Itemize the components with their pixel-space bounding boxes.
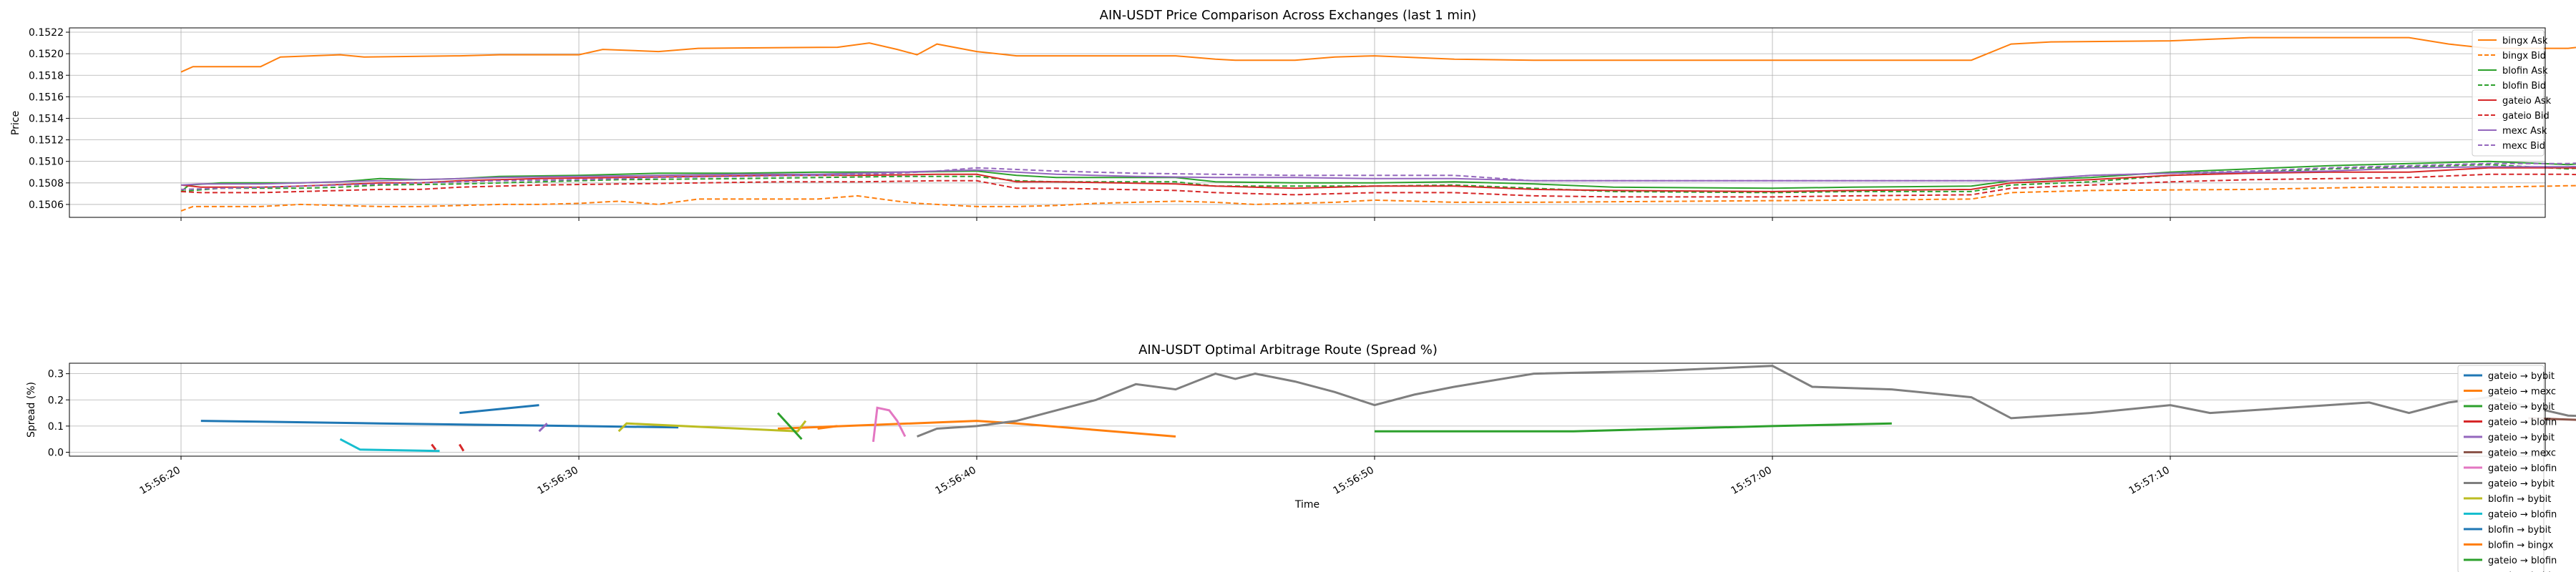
spread-chart-title: AIN-USDT Optimal Arbitrage Route (Spread… [1138, 342, 1438, 358]
price-legend-label: bingx Ask [2502, 36, 2548, 46]
series-line-bingx-bid [180, 184, 2576, 212]
spread-legend-label: gateio → bybit [2488, 479, 2555, 490]
spread-x-tick-label: 15:57:00 [1729, 465, 1774, 497]
spread-y-tick-label: 0.3 [48, 369, 64, 380]
route-line-gateio-to-bybit [917, 365, 2576, 438]
spread-chart-grid [69, 363, 2545, 456]
spread-legend-label: gateio → mexc [2488, 448, 2556, 459]
price-legend-label: blofin Bid [2502, 81, 2546, 92]
route-line-gateio-to-bybit [1375, 422, 1892, 433]
spread-legend-label: gateio → bybit [2488, 371, 2555, 382]
spread-y-tick-label: 0.1 [48, 421, 64, 433]
price-legend-label: bingx Bid [2502, 51, 2546, 61]
price-chart-title: AIN-USDT Price Comparison Across Exchang… [1100, 8, 1477, 23]
route-line-gateio-to-bybit [200, 420, 679, 429]
spread-chart-legend: gateio → bybit gateio → mexc gateio → bybi… [2457, 365, 2557, 572]
price-y-tick-label: 0.1516 [29, 92, 64, 103]
spread-legend-label: gateio → bybit [2488, 571, 2555, 572]
price-y-tick-label: 0.1520 [29, 49, 64, 60]
route-line-blofin-to-bingx [817, 425, 838, 430]
price-legend-label: gateio Ask [2502, 96, 2552, 107]
spread-legend-label: gateio → mexc [2488, 387, 2556, 398]
price-chart-x-ticks [180, 217, 2171, 221]
spread-y-tick-label: 0.2 [48, 395, 64, 406]
price-chart-legend: bingx Ask bingx Bid blofin Ask blofin Bid ga… [2472, 29, 2552, 157]
price-legend-label: mexc Bid [2502, 141, 2545, 152]
series-line-blofin-ask [180, 160, 2576, 192]
price-chart: AIN-USDT Price Comparison Across Exchang… [10, 8, 2576, 221]
price-chart-y-ticks: 0.1506 0.1508 0.1510 0.1512 0.1514 0.1516 0.15… [29, 27, 69, 211]
price-chart-series [180, 36, 2576, 212]
series-line-mexc-ask [180, 165, 2576, 186]
spread-chart-y-label: Spread (%) [26, 382, 37, 438]
spread-x-tick-label: 15:56:40 [934, 465, 978, 497]
spread-legend-label: gateio → blofin [2488, 463, 2557, 474]
spread-legend-box [2457, 365, 2545, 572]
price-y-tick-label: 0.1518 [29, 70, 64, 82]
spread-x-tick-label: 15:56:30 [536, 465, 580, 497]
price-chart-y-label: Price [10, 111, 21, 135]
spread-legend-label: blofin → bingx [2488, 541, 2554, 551]
spread-legend-label: gateio → blofin [2488, 510, 2557, 521]
route-line-gateio-to-blofin [776, 412, 803, 440]
spread-chart-x-ticks: 15:56:20 15:56:30 15:56:40 15:56:50 15:57:00… [138, 456, 2172, 497]
spread-chart-x-label: Time [1294, 499, 1319, 511]
spread-legend-label: gateio → bybit [2488, 433, 2555, 443]
spread-y-tick-label: 0.0 [48, 448, 64, 459]
series-line-gateio-ask [180, 167, 2576, 192]
price-y-tick-label: 0.1510 [29, 157, 64, 168]
route-line-blofin-to-bybit [459, 404, 540, 415]
price-legend-label: gateio Bid [2502, 111, 2550, 122]
price-y-tick-label: 0.1508 [29, 178, 64, 189]
price-y-tick-label: 0.1522 [29, 27, 64, 39]
spread-x-tick-label: 15:56:50 [1332, 465, 1376, 497]
spread-legend-label: gateio → blofin [2488, 418, 2557, 428]
route-line-blofin-to-bybit [618, 420, 807, 433]
route-line-gateio-to-bybit [538, 423, 548, 433]
spread-legend-label: gateio → bybit [2488, 402, 2555, 413]
price-legend-box [2472, 29, 2545, 157]
price-chart-frame [69, 27, 2546, 218]
route-line-gateio-to-blofin [339, 438, 440, 453]
spread-x-tick-label: 15:57:10 [2127, 465, 2172, 497]
spread-chart: AIN-USDT Optimal Arbitrage Route (Spread… [26, 342, 2576, 572]
series-line-mexc-bid [180, 162, 2576, 190]
route-line-gateio-to-mexc [777, 420, 1176, 438]
price-legend-label: blofin Ask [2502, 66, 2548, 77]
spread-chart-series [200, 365, 2576, 453]
spread-legend-label: blofin → bybit [2488, 494, 2551, 505]
spread-chart-y-ticks: 0.0 0.1 0.2 0.3 [48, 369, 69, 459]
price-y-tick-label: 0.1506 [29, 199, 64, 211]
route-line-gateio-to-bybit [431, 443, 436, 450]
spread-legend-label: gateio → blofin [2488, 556, 2557, 566]
price-legend-label: mexc Ask [2502, 126, 2547, 137]
route-line-gateio-to-blofin [872, 406, 907, 443]
series-line-gateio-bid [180, 173, 2576, 198]
spread-x-tick-label: 15:56:20 [138, 465, 182, 497]
series-line-bingx-ask [180, 36, 2576, 73]
price-y-tick-label: 0.1512 [29, 135, 64, 147]
spread-chart-frame [69, 363, 2546, 457]
series-line-blofin-bid [180, 164, 2576, 194]
spread-legend-label: blofin → bybit [2488, 525, 2551, 536]
route-line-gateio-to-blofin [458, 443, 465, 452]
price-y-tick-label: 0.1514 [29, 113, 64, 124]
